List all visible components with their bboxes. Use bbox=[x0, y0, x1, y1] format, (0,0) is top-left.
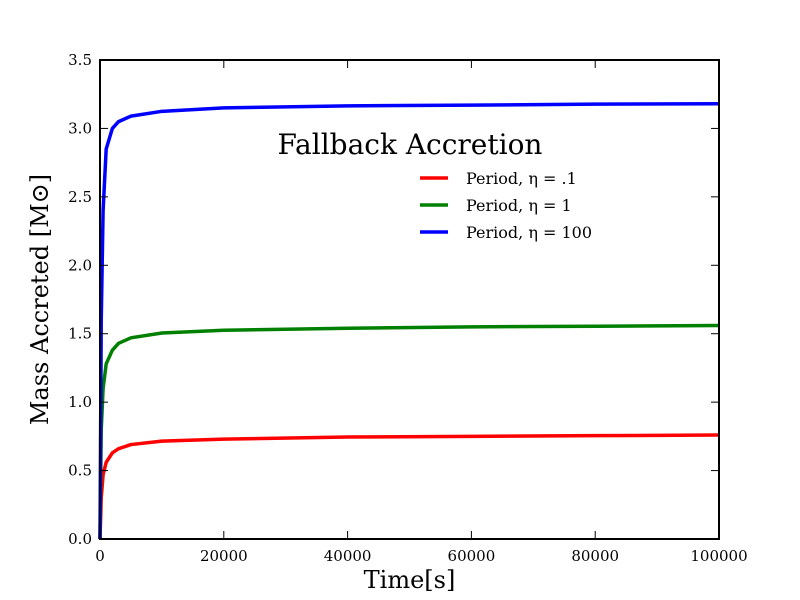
series-line-3 bbox=[98, 102, 720, 540]
plot-frame bbox=[99, 59, 720, 540]
legend-label-2: Period, η = 1 bbox=[466, 196, 572, 215]
plot-layer bbox=[98, 102, 720, 540]
y-tick-label: 1.5 bbox=[68, 325, 92, 343]
y-tick-label: 0.5 bbox=[68, 462, 92, 480]
x-axis-title: Time[s] bbox=[364, 566, 456, 594]
x-tick-label: 0 bbox=[95, 547, 105, 565]
y-tick-label: 3.5 bbox=[68, 51, 92, 69]
x-tick-label: 20000 bbox=[200, 547, 248, 565]
y-tick-label: 2.0 bbox=[68, 256, 92, 274]
y-tick-label: 1.0 bbox=[68, 393, 92, 411]
y-tick-label: 0.0 bbox=[68, 530, 92, 548]
x-tick-label: 40000 bbox=[324, 547, 372, 565]
x-tick-label: 100000 bbox=[690, 547, 747, 565]
legend-title: Fallback Accretion bbox=[278, 128, 543, 161]
ticks-layer: 0 20000 40000 60000 80000 100000 0.0 0.5 1.0 1.5 2… bbox=[68, 51, 747, 565]
y-axis-title: Mass Accreted [M⊙] bbox=[26, 174, 54, 425]
x-tick-label: 60000 bbox=[448, 547, 496, 565]
legend: Period, η = .1 Period, η = 1 Period, η = 1… bbox=[420, 169, 592, 242]
legend-label-1: Period, η = .1 bbox=[466, 169, 577, 188]
legend-label-3: Period, η = 100 bbox=[466, 223, 592, 242]
x-tick-label: 80000 bbox=[571, 547, 619, 565]
y-tick-label: 2.5 bbox=[68, 188, 92, 206]
series-line-2 bbox=[98, 323, 720, 540]
y-tick-label: 3.0 bbox=[68, 119, 92, 137]
series-line-1 bbox=[98, 433, 720, 540]
